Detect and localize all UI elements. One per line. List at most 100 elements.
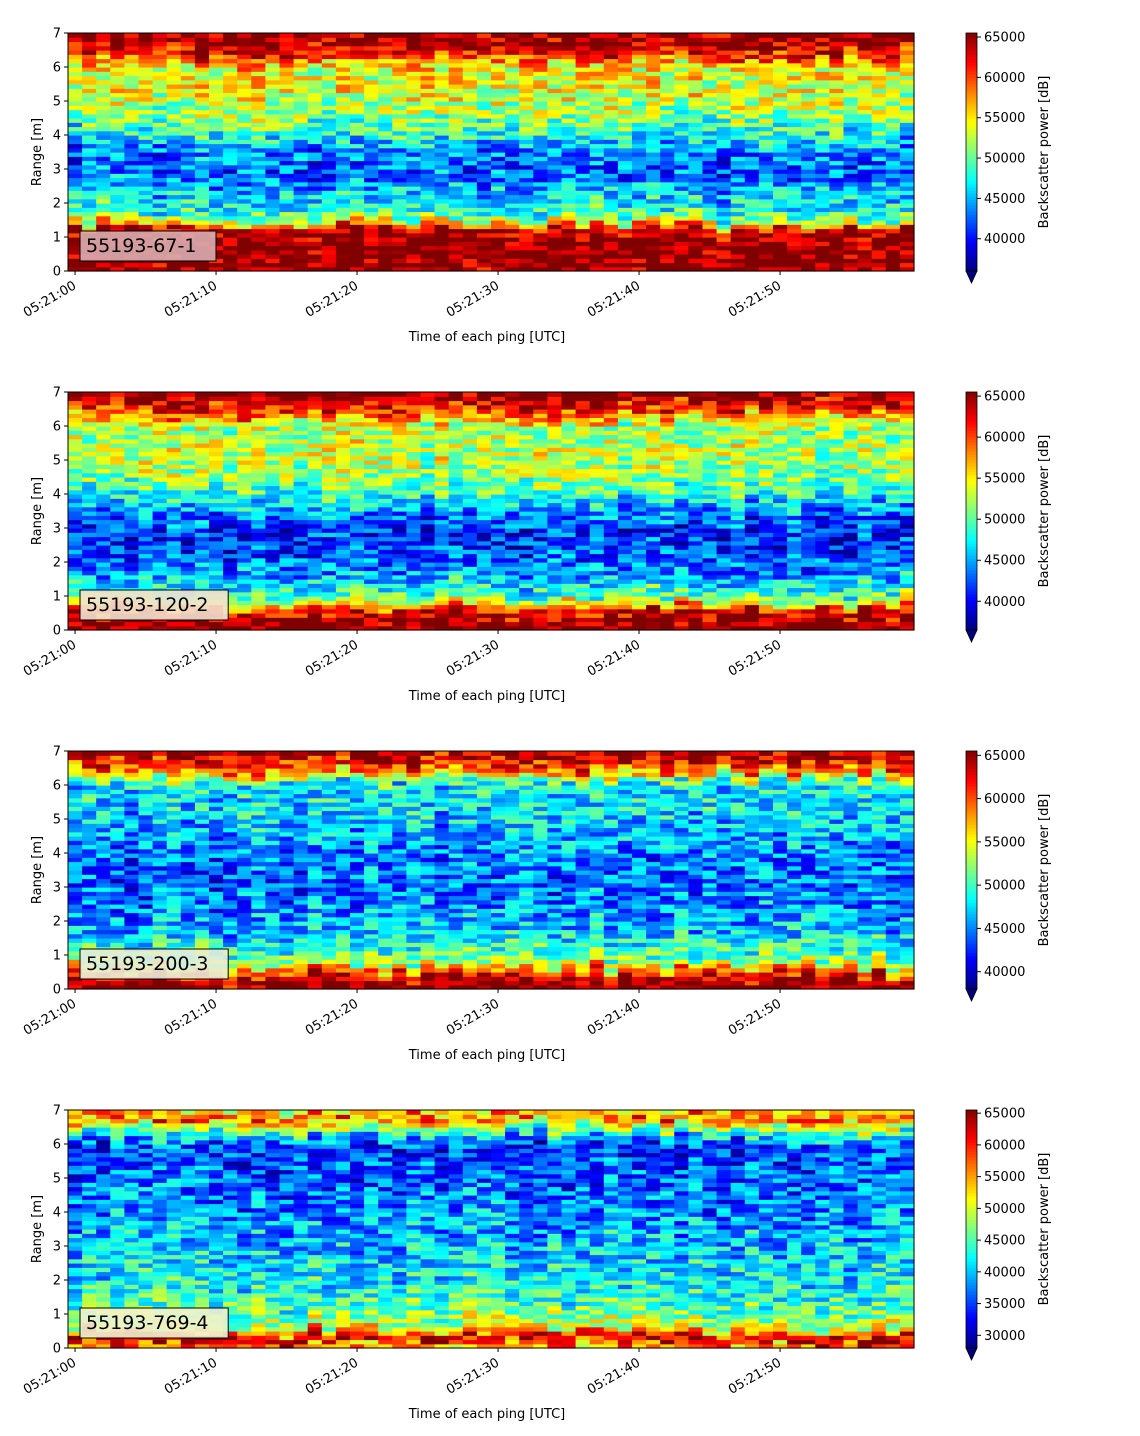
heatmap-cell (787, 67, 802, 72)
heatmap-cell (180, 33, 196, 38)
heatmap-cell (335, 186, 351, 191)
heatmap-cell (350, 101, 365, 106)
heatmap-cell (406, 417, 422, 423)
heatmap-cell (68, 421, 83, 427)
heatmap-cell (364, 506, 379, 512)
heatmap-cell (871, 211, 887, 217)
heatmap-cell (829, 113, 845, 119)
heatmap-cell (350, 135, 365, 140)
heatmap-cell (716, 130, 732, 136)
heatmap-cell (617, 190, 633, 196)
heatmap-cell (68, 625, 83, 631)
heatmap-cell (279, 45, 295, 51)
heatmap-cell (68, 207, 83, 213)
heatmap-cell (350, 426, 365, 431)
colorbar-segment (966, 253, 977, 257)
heatmap-cell (293, 549, 309, 555)
heatmap-cell (674, 118, 689, 123)
heatmap-cell (350, 570, 365, 576)
heatmap-cell (335, 130, 351, 136)
heatmap-cell (448, 232, 464, 238)
heatmap-cell (688, 130, 704, 136)
heatmap-cell (420, 562, 436, 567)
heatmap-cell (561, 109, 577, 115)
heatmap-cell (110, 135, 125, 140)
heatmap-cell (265, 266, 281, 272)
heatmap-cell (350, 443, 365, 448)
heatmap-cell (251, 617, 266, 623)
heatmap-cell (180, 215, 196, 221)
heatmap-cell (265, 139, 281, 145)
heatmap-cell (350, 591, 365, 597)
heatmap-cell (166, 438, 182, 444)
heatmap-cell (829, 50, 845, 55)
heatmap-cell (744, 186, 760, 191)
heatmap-cell (307, 536, 323, 542)
heatmap-cell (617, 237, 633, 242)
heatmap-cell (265, 455, 281, 461)
heatmap-cell (335, 617, 351, 623)
heatmap-cell (815, 211, 830, 217)
heatmap-cell (533, 130, 548, 136)
heatmap-cell (420, 190, 436, 196)
heatmap-cell (138, 50, 154, 55)
heatmap-cell (364, 489, 379, 495)
colorbar-segment (966, 163, 977, 168)
heatmap-cell (194, 553, 210, 559)
heatmap-cell (180, 75, 196, 81)
heatmap-cell (96, 215, 111, 221)
heatmap-cell (462, 105, 478, 111)
heatmap-cell (350, 430, 365, 436)
heatmap-cell (617, 75, 633, 81)
heatmap-cell (773, 228, 788, 234)
heatmap-cell (194, 455, 210, 461)
heatmap-cell (307, 71, 323, 77)
heatmap-cell (547, 58, 563, 64)
heatmap-cell (237, 58, 252, 64)
heatmap-cell (335, 232, 351, 238)
heatmap-cell (406, 71, 422, 77)
heatmap-cell (68, 400, 83, 406)
heatmap-cell (533, 156, 548, 162)
heatmap-cell (575, 126, 591, 132)
heatmap-cell (124, 130, 140, 136)
heatmap-cell (434, 71, 450, 77)
heatmap-cell (237, 96, 252, 102)
heatmap-cell (434, 198, 450, 204)
heatmap-cell (321, 101, 337, 106)
heatmap-cell (829, 262, 845, 268)
heatmap-cell (279, 519, 295, 525)
heatmap-cell (82, 528, 97, 533)
heatmap-cell (575, 156, 591, 162)
colorbar-segment (966, 68, 977, 73)
heatmap-cell (730, 224, 746, 230)
heatmap-cell (378, 84, 393, 89)
heatmap-cell (307, 464, 323, 470)
heatmap-cell (265, 41, 281, 47)
heatmap-cell (152, 443, 168, 448)
heatmap-cell (420, 532, 436, 538)
heatmap-cell (237, 122, 252, 128)
heatmap-cell (575, 45, 591, 51)
heatmap-cell (575, 254, 591, 259)
heatmap-cell (617, 118, 633, 123)
heatmap-cell (561, 101, 577, 106)
heatmap-cell (194, 45, 210, 51)
heatmap-cell (491, 105, 506, 111)
heatmap-cell (237, 413, 252, 419)
heatmap-cell (632, 113, 647, 119)
heatmap-cell (815, 262, 830, 268)
heatmap-cell (843, 113, 859, 119)
heatmap-cell (646, 105, 661, 111)
heatmap-cell (716, 181, 732, 187)
heatmap-cell (166, 498, 182, 504)
heatmap-cell (251, 228, 266, 234)
heatmap-cell (265, 220, 281, 225)
heatmap-cell (448, 54, 464, 60)
heatmap-cell (448, 220, 464, 225)
heatmap-cell (279, 232, 295, 238)
heatmap-cell (96, 549, 111, 555)
heatmap-cell (716, 254, 732, 259)
heatmap-cell (575, 194, 591, 200)
heatmap-cell (321, 224, 337, 230)
